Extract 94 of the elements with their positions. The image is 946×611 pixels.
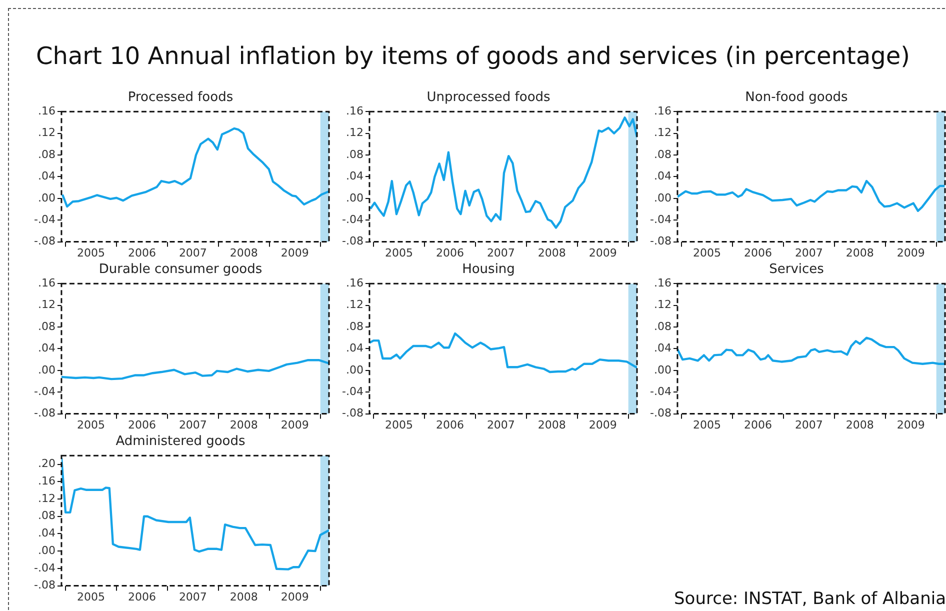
x-tick-label: 2009 — [280, 418, 309, 432]
x-tick-label: 2009 — [588, 418, 617, 432]
x-tick-label: 2008 — [230, 246, 258, 260]
x-tick-label: 2006 — [744, 418, 772, 432]
y-tick-label: .16 — [346, 276, 364, 290]
x-tick-label: 2009 — [588, 246, 617, 260]
y-tick-label: .04 — [346, 342, 364, 355]
y-tick-label: .20 — [38, 457, 56, 470]
y-tick-label: -.08 — [650, 234, 672, 248]
x-tick-label: 2008 — [538, 418, 566, 432]
y-tick-label: -.04 — [34, 384, 56, 398]
y-tick-label: -.08 — [34, 406, 56, 420]
x-tick-label: 2007 — [178, 590, 207, 604]
y-tick-label: .00 — [654, 363, 672, 376]
y-tick-label: .08 — [346, 148, 364, 161]
y-tick-label: .12 — [346, 126, 364, 140]
y-tick-label: .16 — [38, 474, 56, 488]
y-tick-label: .00 — [654, 191, 672, 204]
x-tick-label: 2008 — [230, 418, 258, 432]
y-tick-label: .00 — [38, 363, 56, 376]
x-tick-label: 2006 — [436, 246, 464, 260]
chart-title: Unprocessed foods — [426, 90, 551, 106]
chart-title: Non-food goods — [745, 90, 848, 106]
y-tick-label: .00 — [346, 363, 364, 376]
x-tick-label: 2008 — [846, 246, 874, 260]
chart-title: Administered goods — [116, 434, 246, 450]
chart-title: Housing — [462, 262, 515, 278]
y-tick-label: -.04 — [650, 384, 672, 398]
y-tick-label: -.04 — [34, 212, 56, 226]
x-tick-label: 2007 — [486, 246, 515, 260]
x-tick-label: 2009 — [896, 418, 925, 432]
x-tick-label: 2009 — [280, 590, 309, 604]
x-tick-label: 2005 — [693, 246, 722, 260]
y-tick-label: .04 — [38, 342, 56, 355]
x-tick-label: 2007 — [486, 418, 515, 432]
y-tick-label: -.04 — [34, 561, 56, 574]
x-tick-label: 2006 — [436, 418, 464, 432]
chart-title: Processed foods — [128, 90, 234, 106]
y-tick-label: -.08 — [342, 234, 364, 248]
x-tick-label: 2007 — [178, 418, 207, 432]
y-tick-label: -.08 — [34, 578, 56, 592]
y-tick-label: .12 — [38, 126, 56, 140]
y-tick-label: -.08 — [342, 406, 364, 420]
source-note: Source: INSTAT, Bank of Albania — [674, 589, 946, 609]
chart-title: Services — [769, 262, 824, 278]
y-tick-label: .00 — [38, 191, 56, 204]
y-tick-label: .16 — [654, 104, 672, 118]
y-tick-label: .08 — [38, 509, 56, 522]
x-tick-label: 2008 — [538, 246, 566, 260]
y-tick-label: .04 — [654, 342, 672, 355]
x-tick-label: 2009 — [280, 246, 309, 260]
y-tick-label: .12 — [346, 298, 364, 312]
y-tick-label: .16 — [38, 276, 56, 290]
x-tick-label: 2007 — [178, 246, 207, 260]
x-tick-label: 2007 — [794, 246, 823, 260]
y-tick-label: .08 — [654, 320, 672, 333]
y-tick-label: -.04 — [650, 212, 672, 226]
x-tick-label: 2005 — [693, 418, 722, 432]
y-tick-label: .12 — [38, 492, 56, 505]
chart-title: Durable consumer goods — [98, 262, 262, 278]
y-tick-label: .12 — [654, 298, 672, 312]
x-tick-label: 2006 — [128, 590, 156, 604]
x-tick-label: 2005 — [385, 246, 414, 260]
y-tick-label: -.08 — [650, 406, 672, 420]
y-tick-label: .08 — [38, 320, 56, 333]
x-tick-label: 2007 — [794, 418, 823, 432]
y-tick-label: .04 — [654, 170, 672, 183]
y-tick-label: .04 — [38, 170, 56, 183]
x-tick-label: 2008 — [230, 590, 258, 604]
y-tick-label: .16 — [346, 104, 364, 118]
x-tick-label: 2005 — [77, 246, 106, 260]
y-tick-label: .16 — [654, 276, 672, 290]
y-tick-label: .12 — [38, 298, 56, 312]
y-tick-label: .08 — [346, 320, 364, 333]
x-tick-label: 2005 — [77, 590, 106, 604]
x-tick-label: 2006 — [128, 246, 156, 260]
y-tick-label: .16 — [38, 104, 56, 118]
text: Chart 10 Annual inflation by items of goods and services (in percentage) — [34, 42, 911, 70]
x-tick-label: 2009 — [896, 246, 925, 260]
x-tick-label: 2005 — [77, 418, 106, 432]
y-tick-label: .04 — [346, 170, 364, 183]
y-tick-label: .04 — [38, 526, 56, 540]
y-tick-label: .12 — [654, 126, 672, 140]
y-tick-label: -.04 — [342, 384, 364, 398]
y-tick-label: .00 — [38, 544, 56, 557]
y-tick-label: .08 — [38, 148, 56, 161]
y-tick-label: -.04 — [342, 212, 364, 226]
y-tick-label: -.08 — [34, 234, 56, 248]
x-tick-label: 2008 — [846, 418, 874, 432]
x-tick-label: 2006 — [744, 246, 772, 260]
y-tick-label: .00 — [346, 191, 364, 204]
y-tick-label: .08 — [654, 148, 672, 161]
x-tick-label: 2005 — [385, 418, 414, 432]
x-tick-label: 2006 — [128, 418, 156, 432]
